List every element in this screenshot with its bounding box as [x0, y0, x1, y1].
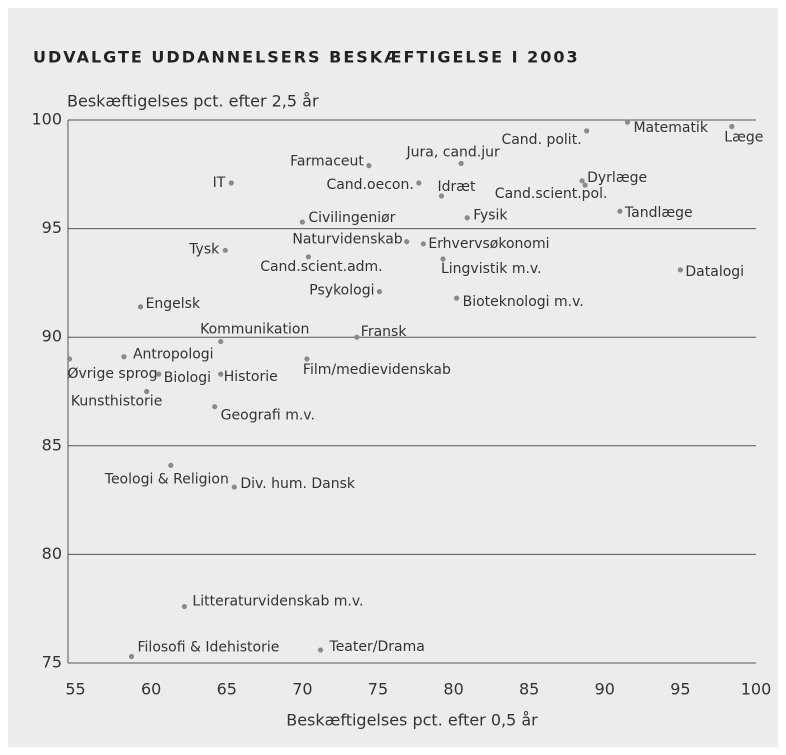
point-label: Civilingeniør — [308, 210, 395, 226]
point — [299, 219, 305, 225]
point-label: Naturvidenskab — [292, 232, 402, 248]
point — [317, 647, 324, 653]
y-tick-label: 75 — [42, 653, 62, 672]
y-axis-label: Beskæftigelses pct. efter 2,5 år — [67, 92, 319, 111]
point — [584, 128, 590, 134]
point-label: Læge — [724, 130, 763, 146]
x-tick-label: 65 — [217, 680, 237, 699]
x-tick-label: 100 — [741, 680, 772, 699]
point — [677, 267, 683, 273]
point-label: Cand.scient.adm. — [260, 259, 382, 275]
x-tick-label: 90 — [595, 680, 615, 699]
point — [222, 247, 228, 253]
point-label: Jura, cand.jur — [406, 144, 500, 160]
point-label: Lingvistik m.v. — [441, 261, 542, 277]
point-label: Dyrlæge — [587, 170, 647, 186]
point-label: Filosofi & Idehistorie — [138, 639, 280, 655]
panel — [8, 8, 778, 747]
x-tick-label: 55 — [65, 680, 85, 699]
x-tick-label: 70 — [292, 680, 312, 699]
point-label: Erhvervsøkonomi — [428, 236, 549, 252]
point — [420, 241, 426, 247]
point — [218, 338, 224, 345]
point — [121, 354, 127, 360]
point — [438, 193, 445, 199]
point-label: Tandlæge — [624, 205, 693, 221]
point-label: Kunsthistorie — [71, 394, 162, 410]
x-tick-label: 80 — [443, 680, 463, 699]
chart-title: UDVALGTE UDDANNELSERS BESKÆFTIGELSE I 20… — [33, 48, 580, 67]
point — [137, 304, 144, 310]
point-label: Biologi — [164, 370, 211, 386]
point-label: Div. hum. Dansk — [240, 476, 356, 492]
y-tick-label: 100 — [31, 110, 62, 129]
point — [404, 239, 410, 245]
point-label: Engelsk — [146, 296, 201, 312]
point — [366, 163, 372, 169]
point — [212, 404, 218, 410]
y-tick-label: 80 — [42, 544, 62, 563]
x-tick-label: 60 — [141, 680, 161, 699]
point — [128, 653, 135, 660]
y-tick-label: 85 — [42, 435, 62, 454]
point — [729, 123, 735, 130]
point-label: Matematik — [633, 120, 708, 136]
point-label: Fransk — [361, 324, 408, 340]
point — [579, 178, 585, 184]
point — [156, 371, 162, 377]
point-label: Film/medievidenskab — [303, 362, 451, 378]
point-label: Tysk — [188, 241, 220, 257]
point — [617, 208, 623, 214]
point-label: IT — [213, 175, 226, 191]
x-axis-label: Beskæftigelses pct. efter 0,5 år — [286, 711, 538, 730]
point-label: Idræt — [437, 179, 476, 195]
point — [228, 180, 234, 186]
point — [168, 462, 174, 468]
point-label: Cand.oecon. — [326, 177, 413, 193]
x-tick-label: 95 — [670, 680, 690, 699]
point — [582, 182, 588, 188]
point — [464, 215, 470, 221]
point-label: Litteraturvidenskab m.v. — [192, 594, 363, 610]
point — [66, 356, 73, 362]
point — [454, 295, 460, 301]
point-label: Datalogi — [685, 264, 744, 280]
point — [416, 180, 422, 186]
point — [218, 371, 224, 377]
point-label: Teater/Drama — [329, 639, 425, 655]
point — [305, 254, 312, 260]
point-label: Farmaceut — [290, 154, 364, 170]
x-tick-label: 75 — [368, 680, 388, 699]
y-tick-label: 95 — [42, 218, 62, 237]
point-label: Psykologi — [309, 283, 374, 299]
point — [144, 388, 150, 395]
point-label: Kommunikation — [200, 322, 309, 338]
point-label: Fysik — [473, 208, 508, 224]
point-label: Historie — [224, 369, 278, 385]
point-label: Cand. polit. — [501, 132, 581, 148]
point — [624, 119, 631, 125]
point — [440, 256, 446, 262]
point — [458, 160, 464, 167]
point-label: Øvrige sprog — [68, 366, 158, 382]
point — [181, 603, 188, 610]
point-label: Teologi & Religion — [104, 471, 229, 487]
point — [304, 356, 310, 362]
point-label: Cand.scient.pol. — [495, 186, 608, 202]
point-label: Bioteknologi m.v. — [463, 294, 584, 310]
y-tick-label: 90 — [42, 327, 62, 346]
point-label: Geografi m.v. — [221, 408, 315, 424]
point-label: Antropologi — [133, 347, 214, 363]
x-tick-label: 85 — [519, 680, 539, 699]
point — [376, 288, 383, 295]
point — [231, 484, 237, 490]
point — [354, 334, 360, 340]
